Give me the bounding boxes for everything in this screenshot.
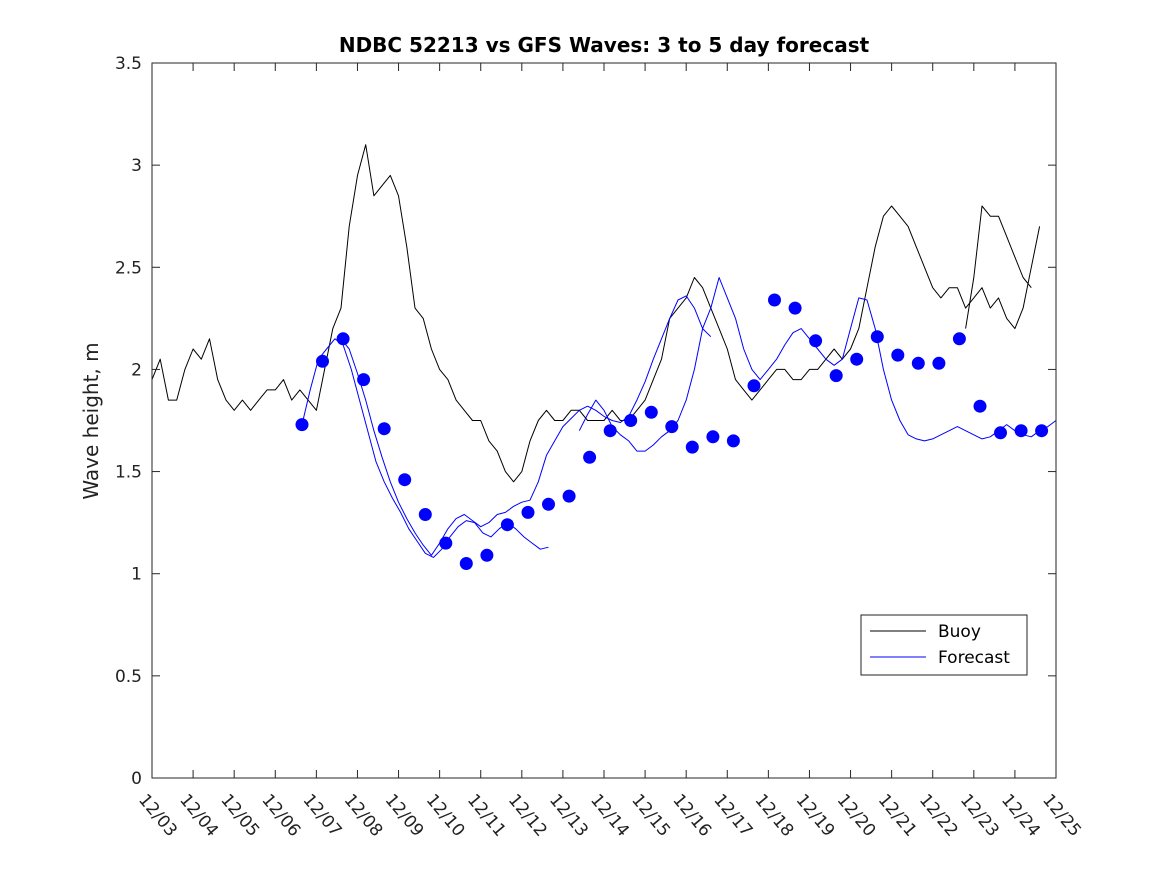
forecast-point-7 [439, 536, 453, 550]
forecast-point-2 [336, 332, 350, 346]
y-tick-label-1: 0.5 [115, 667, 142, 687]
series-line-forecast-run-2 [340, 295, 712, 556]
forecast-point-8 [459, 557, 473, 570]
forecast-point-36 [1035, 424, 1049, 438]
forecast-point-24 [788, 301, 802, 315]
forecast-point-15 [603, 424, 617, 438]
forecast-point-10 [500, 518, 514, 532]
forecast-point-35 [1014, 424, 1028, 438]
forecast-point-9 [480, 548, 494, 562]
forecast-point-20 [706, 430, 720, 444]
series-line-buoy [151, 144, 1041, 483]
legend: Buoy Forecast [860, 614, 1028, 676]
forecast-point-33 [973, 399, 987, 413]
forecast-point-5 [398, 473, 412, 487]
series-line-forecast-run-3 [578, 277, 1057, 452]
forecast-point-31 [932, 356, 946, 370]
legend-box [860, 614, 1028, 676]
y-axis-label: Wave height, m [79, 342, 103, 499]
series-line-buoy-continued [965, 205, 1032, 329]
y-tick-label-2: 1 [131, 565, 142, 585]
forecast-point-27 [850, 352, 864, 366]
forecast-point-32 [952, 332, 966, 346]
forecast-point-14 [583, 450, 597, 464]
chart-title: NDBC 52213 vs GFS Waves: 3 to 5 day fore… [339, 33, 870, 57]
forecast-point-21 [726, 434, 740, 448]
forecast-point-4 [377, 422, 391, 436]
forecast-point-25 [809, 334, 823, 348]
forecast-point-23 [768, 293, 781, 307]
forecast-point-1 [316, 354, 329, 368]
forecast-point-29 [891, 348, 905, 362]
forecast-point-26 [829, 369, 843, 383]
forecast-point-11 [521, 505, 535, 519]
legend-buoy-label: Buoy [938, 622, 981, 642]
legend-forecast-label: Forecast [938, 648, 1010, 668]
y-tick-label-5: 2.5 [115, 258, 142, 278]
forecast-point-16 [624, 414, 638, 427]
forecast-point-17 [644, 405, 658, 419]
y-tick-label-0: 0 [131, 769, 142, 789]
forecast-point-34 [994, 426, 1007, 440]
forecast-point-28 [870, 330, 884, 344]
y-tick-label-3: 1.5 [115, 463, 142, 483]
y-tick-label-6: 3 [131, 156, 142, 176]
forecast-point-18 [665, 420, 679, 434]
forecast-point-30 [911, 356, 925, 370]
forecast-point-19 [685, 440, 699, 454]
forecast-point-13 [562, 489, 576, 503]
forecast-point-3 [357, 373, 371, 387]
y-tick-label-4: 2 [131, 360, 142, 380]
forecast-point-12 [542, 497, 555, 511]
forecast-point-22 [747, 379, 761, 393]
forecast-point-6 [418, 508, 432, 521]
series-layer [151, 144, 1057, 570]
y-tick-label-7: 3.5 [115, 54, 142, 74]
forecast-point-0 [295, 418, 309, 432]
